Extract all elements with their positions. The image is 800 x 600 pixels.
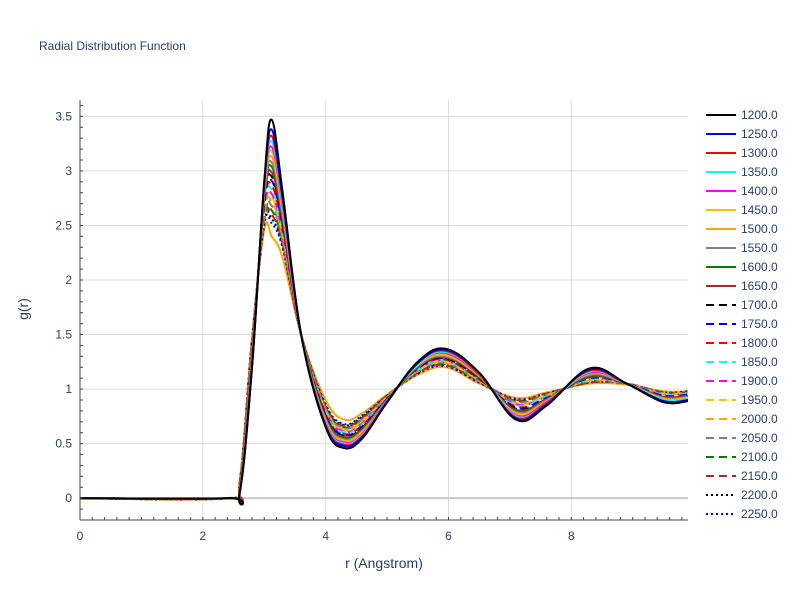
legend-label: 2100.0 <box>741 450 778 464</box>
legend-label: 1800.0 <box>741 336 778 350</box>
y-tick-label: 0 <box>65 491 72 505</box>
series-line-extra[interactable] <box>79 221 689 501</box>
series-line-1400-0[interactable] <box>79 145 689 505</box>
series-line-1450-0[interactable] <box>79 149 689 505</box>
y-tick-label: 1 <box>65 382 72 396</box>
plot-area[interactable] <box>79 118 689 506</box>
legend-label: 2050.0 <box>741 431 778 445</box>
legend-label: 1950.0 <box>741 393 778 407</box>
series-line-1300-0[interactable] <box>79 134 689 505</box>
y-axis-title: g(r) <box>15 298 31 320</box>
legend-label: 1350.0 <box>741 165 778 179</box>
legend-item-2200-0[interactable]: 2200.0 <box>706 488 778 502</box>
x-tick-label: 8 <box>568 529 575 543</box>
x-tick-label: 2 <box>199 529 206 543</box>
legend[interactable]: 1200.0 1250.0 1300.0 1350.0 1400.0 1450.0 1500… <box>706 108 778 521</box>
x-tick-label: 0 <box>77 529 84 543</box>
series-line-1250-0[interactable] <box>79 128 689 506</box>
legend-item-1200-0[interactable]: 1200.0 <box>706 108 778 122</box>
legend-item-1700-0[interactable]: 1700.0 <box>706 298 778 312</box>
legend-item-1400-0[interactable]: 1400.0 <box>706 184 778 198</box>
chart-title: Radial Distribution Function <box>39 39 186 53</box>
legend-label: 1250.0 <box>741 127 778 141</box>
legend-label: 2250.0 <box>741 507 778 521</box>
series-line-2100-0[interactable] <box>79 203 689 502</box>
legend-label: 1200.0 <box>741 108 778 122</box>
series-line-1700-0[interactable] <box>79 173 689 503</box>
x-axis-title: r (Angstrom) <box>345 555 423 571</box>
axes: 0 2 4 6 8 0 0.5 1 1.5 2 2.5 3 3.5 <box>55 100 688 543</box>
legend-item-1350-0[interactable]: 1350.0 <box>706 165 778 179</box>
legend-label: 1600.0 <box>741 260 778 274</box>
legend-label: 1400.0 <box>741 184 778 198</box>
legend-item-1300-0[interactable]: 1300.0 <box>706 146 778 160</box>
legend-item-1950-0[interactable]: 1950.0 <box>706 393 778 407</box>
legend-item-1600-0[interactable]: 1600.0 <box>706 260 778 274</box>
legend-item-1900-0[interactable]: 1900.0 <box>706 374 778 388</box>
legend-item-2250-0[interactable]: 2250.0 <box>706 507 778 521</box>
y-tick-label: 2.5 <box>55 218 72 232</box>
series-line-1900-0[interactable] <box>79 188 689 502</box>
x-tick-label: 4 <box>322 529 329 543</box>
legend-label: 2200.0 <box>741 488 778 502</box>
series-line-1550-0[interactable] <box>79 159 689 505</box>
series-line-1850-0[interactable] <box>79 184 689 503</box>
series-line-1800-0[interactable] <box>79 181 689 503</box>
legend-label: 1700.0 <box>741 298 778 312</box>
legend-label: 1300.0 <box>741 146 778 160</box>
x-tick-label: 6 <box>445 529 452 543</box>
series-line-1600-0[interactable] <box>79 163 689 504</box>
series-line-2250-0[interactable] <box>79 213 689 501</box>
series-line-1650-0[interactable] <box>79 169 689 504</box>
legend-item-2000-0[interactable]: 2000.0 <box>706 412 778 426</box>
legend-label: 2150.0 <box>741 469 778 483</box>
legend-item-1800-0[interactable]: 1800.0 <box>706 336 778 350</box>
y-tick-label: 2 <box>65 273 72 287</box>
legend-label: 1850.0 <box>741 355 778 369</box>
legend-item-1450-0[interactable]: 1450.0 <box>706 203 778 217</box>
legend-item-2100-0[interactable]: 2100.0 <box>706 450 778 464</box>
legend-item-1550-0[interactable]: 1550.0 <box>706 241 778 255</box>
legend-label: 1500.0 <box>741 222 778 236</box>
legend-label: 1550.0 <box>741 241 778 255</box>
series-line-1750-0[interactable] <box>79 177 689 504</box>
series-line-2050-0[interactable] <box>79 199 689 502</box>
legend-item-2050-0[interactable]: 2050.0 <box>706 431 778 445</box>
legend-item-1850-0[interactable]: 1850.0 <box>706 355 778 369</box>
series-line-1950-0[interactable] <box>79 192 689 503</box>
legend-label: 1450.0 <box>741 203 778 217</box>
series-line-1200-0[interactable] <box>79 118 689 506</box>
legend-item-1250-0[interactable]: 1250.0 <box>706 127 778 141</box>
series-line-1350-0[interactable] <box>79 139 689 506</box>
legend-label: 1650.0 <box>741 279 778 293</box>
y-tick-label: 3.5 <box>55 109 72 123</box>
legend-item-1500-0[interactable]: 1500.0 <box>706 222 778 236</box>
legend-item-1750-0[interactable]: 1750.0 <box>706 317 778 331</box>
y-tick-label: 1.5 <box>55 328 72 342</box>
legend-item-1650-0[interactable]: 1650.0 <box>706 279 778 293</box>
series-line-2000-0[interactable] <box>79 195 689 502</box>
y-tick-label: 3 <box>65 164 72 178</box>
series-line-2150-0[interactable] <box>79 206 689 502</box>
series-line-2200-0[interactable] <box>79 210 689 501</box>
grid-lines <box>80 100 688 520</box>
legend-item-2150-0[interactable]: 2150.0 <box>706 469 778 483</box>
legend-label: 1900.0 <box>741 374 778 388</box>
legend-label: 2000.0 <box>741 412 778 426</box>
series-line-1500-0[interactable] <box>79 154 689 504</box>
y-tick-label: 0.5 <box>55 437 72 451</box>
legend-label: 1750.0 <box>741 317 778 331</box>
